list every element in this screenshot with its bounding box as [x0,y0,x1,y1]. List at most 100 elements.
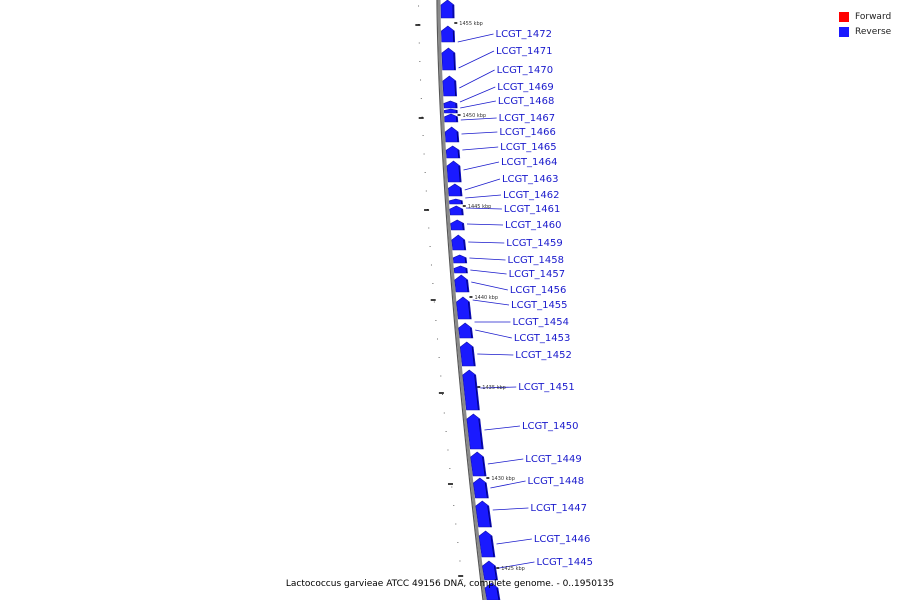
gene-label: LCGT_1458 [508,255,565,266]
gene-labels: LCGT_1472 LCGT_1471 LCGT_1470 LCGT_1469 LCGT… [496,29,593,568]
gene-label: LCGT_1446 [534,534,591,545]
gene-shade [484,482,488,499]
label-leader [499,561,535,569]
label-leader [471,281,508,291]
gene-label: LCGT_1467 [499,113,556,124]
gene-block [449,205,464,216]
scale-ticks [415,5,464,580]
label-leader [492,507,529,511]
gene-label: LCGT_1454 [512,317,569,328]
gene-shade [453,52,456,71]
gene-label: LCGT_1464 [501,157,558,168]
strand-line [437,0,487,600]
gene-block [444,113,459,123]
gene-shade [454,80,457,97]
gene-label: LCGT_1471 [496,46,553,57]
gene-block [456,296,472,320]
label-leader [466,223,503,226]
gene-shade [493,565,498,581]
legend-forward-label: Forward [855,11,892,22]
gene-label: LCGT_1459 [506,238,563,249]
legend-forward: Forward [839,9,891,24]
gene-shade [465,268,468,274]
gene-shade [474,374,479,411]
gene-block [484,582,501,600]
gene-block [450,219,465,231]
genome-caption: Lactococcus garvieae ATCC 49156 DNA, com… [285,579,615,589]
kbp-label: 1425 kbp [501,566,525,572]
label-leader [475,329,512,339]
gene-label: LCGT_1449 [525,454,582,465]
gene-block [459,341,476,367]
gene-shade [482,456,486,477]
label-leader [459,86,496,103]
gene-block [454,274,470,293]
gene-label: LCGT_1462 [503,190,560,201]
gene-label: LCGT_1466 [499,127,556,138]
gene-block [451,234,467,251]
label-leaders [457,33,535,569]
gene-shade [496,587,500,600]
gene-block [453,265,468,274]
gene-block [482,560,498,581]
gene-block [440,0,455,19]
kbp-label: 1455 kbp [459,21,483,27]
gene-shade [459,188,462,197]
label-leader [470,269,507,275]
forward-swatch [839,11,849,22]
label-leader [484,425,520,431]
gene-label: LCGT_1468 [498,96,555,107]
label-leader [458,50,495,69]
legend-reverse: Reverse [839,24,891,39]
label-leader [465,207,502,210]
gene-block [448,183,463,197]
gene-label: LCGT_1445 [536,557,593,568]
gene-label: LCGT_1465 [500,142,557,153]
gene-block [443,100,458,109]
label-leader [460,100,496,109]
gene-label: LCGT_1463 [502,174,559,185]
gene-shade [464,257,467,264]
label-leader [468,241,505,244]
gene-label: LCGT_1455 [511,300,568,311]
gene-block [445,145,461,159]
gene-block [466,413,484,450]
label-leader [462,146,499,151]
gene-label: LCGT_1448 [528,476,585,487]
gene-shade [478,418,483,450]
gene-label: LCGT_1469 [497,82,554,93]
gene-block [442,75,458,97]
label-leader [464,178,501,191]
gene-label: LCGT_1452 [515,350,572,361]
gene-block [473,477,489,499]
gene-label: LCGT_1456 [510,285,567,296]
label-leader [457,33,494,43]
kbp-label: 1430 kbp [491,476,515,482]
kbp-label: 1445 kbp [468,204,492,210]
gene-block [458,322,474,339]
gene-block [452,254,468,264]
gene-blocks [440,0,501,600]
label-leader [480,386,517,389]
gene-shade [462,223,464,231]
kbp-label: 1450 kbp [463,113,487,119]
gene-block [441,47,456,71]
gene-shade [470,327,473,339]
kbp-label: 1435 kbp [482,385,506,391]
gene-label: LCGT_1453 [514,333,571,344]
gene-label: LCGT_1472 [496,29,553,40]
genome-strand [436,0,487,600]
kbp-label: 1440 kbp [474,295,498,301]
gene-label: LCGT_1470 [497,65,554,76]
gene-label: LCGT_1457 [509,269,566,280]
gene-block [443,108,458,114]
label-leader [472,299,510,306]
legend: Forward Reverse [839,9,891,39]
label-leader [465,194,502,199]
gene-label: LCGT_1461 [504,204,561,215]
gene-shade [466,279,469,293]
label-leader [496,538,532,545]
gene-shade [457,150,460,159]
gene-label: LCGT_1447 [530,503,587,514]
gene-block [441,25,456,43]
